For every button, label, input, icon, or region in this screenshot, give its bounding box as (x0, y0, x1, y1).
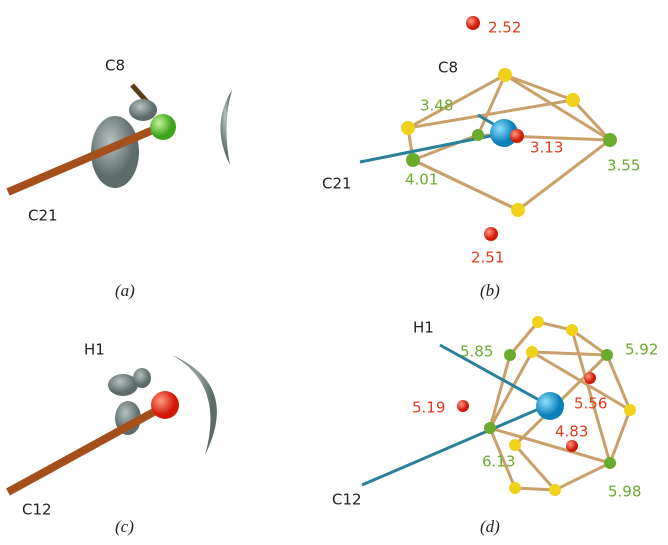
ellipsoid (129, 99, 157, 121)
atom-label: C12 (22, 501, 52, 519)
atom-label: C12 (332, 491, 362, 509)
atom-label: C8 (438, 59, 458, 77)
atom-sphere (151, 391, 179, 419)
panel-c: H1 C12 (c) (8, 341, 217, 536)
point (484, 227, 498, 241)
atom-sphere (536, 392, 564, 420)
distance: 6.13 (482, 453, 515, 471)
caption: (a) (115, 281, 135, 300)
distance: 2.52 (488, 19, 521, 37)
panel-a: C8 C21 (a) (8, 57, 232, 300)
panel-b: C8 C21 2.52 3.48 3.13 3.55 4.01 2.51 (b) (322, 16, 640, 300)
distance: 5.19 (412, 399, 445, 417)
points (509, 316, 636, 496)
figure: C8 C21 (a) C8 C21 2.52 3.48 3.13 3.55 4.… (0, 0, 668, 545)
atom-label: C21 (28, 207, 58, 225)
distance: 2.51 (471, 249, 504, 267)
distance: 5.92 (625, 341, 658, 359)
atom-label: C8 (105, 57, 125, 75)
rod (8, 407, 163, 492)
panel-d: H1 C12 5.85 5.92 5.19 5.56 4.83 6.13 5.9… (332, 316, 658, 536)
point (466, 16, 480, 30)
crescent (220, 90, 232, 165)
point (566, 440, 578, 452)
caption: (b) (480, 281, 500, 300)
point (510, 129, 524, 143)
distance: 4.01 (405, 171, 438, 189)
atom-label: H1 (413, 319, 434, 337)
caption: (c) (115, 517, 134, 536)
ellipsoid (133, 368, 151, 388)
atom-sphere (150, 114, 176, 140)
distance: 3.13 (530, 139, 563, 157)
atom-label: C21 (322, 175, 352, 193)
distance: 5.85 (460, 343, 493, 361)
distance: 3.55 (607, 157, 640, 175)
point (584, 372, 596, 384)
distance: 5.56 (574, 395, 607, 413)
distance: 3.48 (420, 97, 453, 115)
point (457, 400, 469, 412)
distance: 4.83 (555, 423, 588, 441)
atom-label: H1 (84, 341, 105, 359)
distance: 5.98 (608, 483, 641, 501)
caption: (d) (480, 517, 500, 536)
